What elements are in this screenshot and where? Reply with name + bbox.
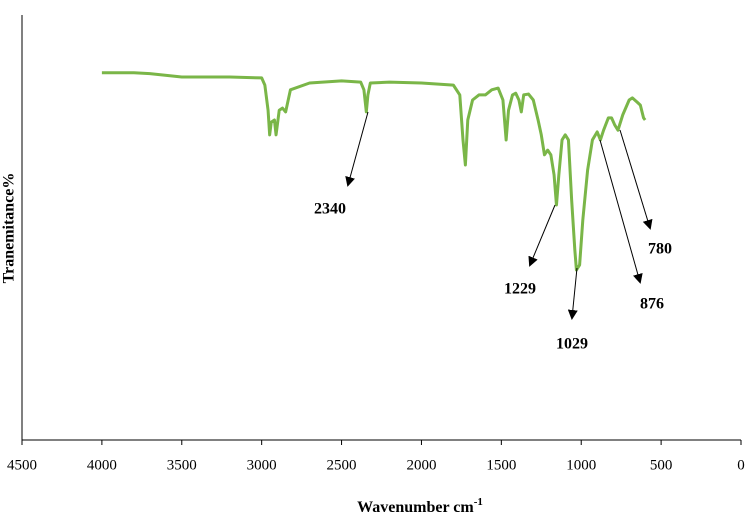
y-axis-label: Tranemitance% [1, 173, 18, 284]
annotation: 1029 [556, 336, 588, 353]
x-axis-label: Wavenumber cm-1 [357, 496, 483, 516]
x-tick-label: 1500 [486, 457, 516, 473]
x-axis-label-text: Wavenumber cm [357, 499, 474, 516]
x-tick-label: 0 [737, 457, 745, 473]
x-tick-label: 1000 [566, 457, 596, 473]
x-tick-label: 3500 [167, 457, 197, 473]
annotation-arrow [567, 267, 578, 320]
annotation-arrow [345, 111, 369, 187]
annotation: 780 [648, 241, 672, 258]
annotation-arrow [599, 139, 643, 284]
annotation: 876 [640, 296, 664, 313]
x-tick-label: 2500 [327, 457, 357, 473]
x-tick-label: 3000 [247, 457, 277, 473]
x-tick-label: 4000 [87, 457, 117, 473]
spectrum-line [101, 71, 647, 272]
x-axis-label-sup: -1 [474, 496, 483, 508]
x-tick-label: 4500 [7, 457, 37, 473]
x-tick-label: 2000 [406, 457, 436, 473]
annotation-arrow [528, 204, 556, 267]
annotation: 1229 [504, 281, 536, 298]
x-tick-label: 500 [650, 457, 673, 473]
annotation: 2340 [314, 201, 346, 218]
annotation-arrow [619, 129, 653, 230]
